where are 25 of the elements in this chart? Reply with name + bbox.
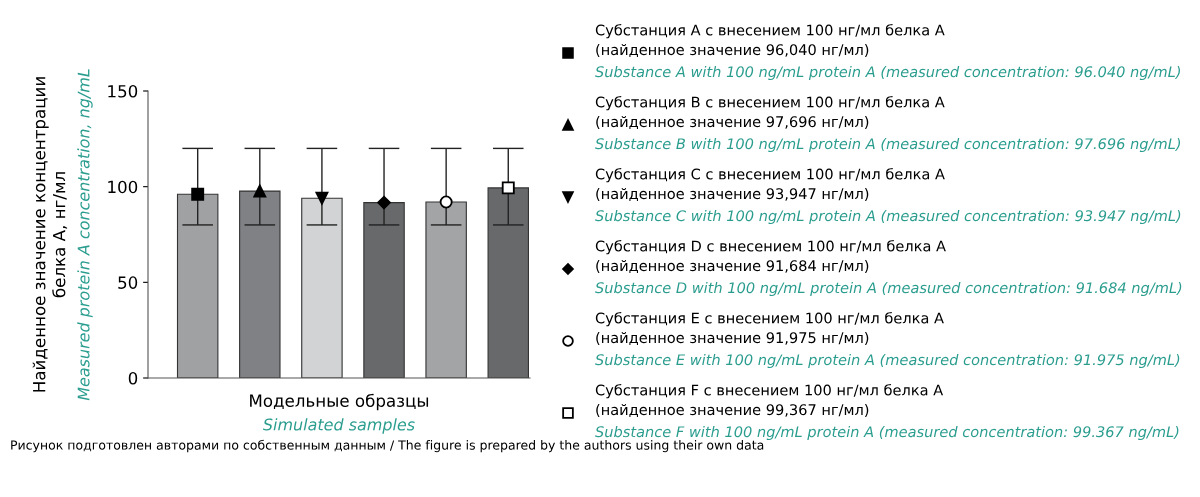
- point: [439, 195, 453, 209]
- legend-label: Субстанция C с внесением 100 нг/мл белка A (найденное значение 93,947 нг/мл) Substance C with 100 ng/mL protein A (measured concentration: 93.947 ng/mL): [595, 168, 1181, 225]
- text: Рисунок подготовлен авторами по собственным данным / The figure is prepared by the authors using their own data: [11, 439, 764, 453]
- point: [377, 195, 391, 210]
- point: [501, 181, 515, 195]
- point: [315, 191, 329, 205]
- point: [253, 184, 267, 198]
- y-tick-label: 0: [128, 371, 138, 385]
- bar: [363, 202, 405, 378]
- point: [191, 187, 205, 201]
- bar: [239, 190, 281, 378]
- legend-label: Субстанция E с внесением 100 нг/мл белка A (найденное значение 91,975 нг/мл) Substance E with 100 ng/mL protein A (measured concentration: 91.975 ng/mL): [595, 312, 1180, 369]
- legend-label: Субстанция D с внесением 100 нг/мл белка A (найденное значение 91,684 нг/мл) Substance D with 100 ng/mL protein A (measured concentration: 91.684 ng/mL): [595, 240, 1182, 297]
- bar: [176, 193, 219, 378]
- legend-label: Субстанция A с внесением 100 нг/мл белка A (найденное значение 96,040 нг/мл) Substance A with 100 ng/mL protein A (measured concentration: 96.040 ng/mL): [595, 24, 1180, 81]
- bar: [487, 187, 530, 378]
- legend-label: Субстанция B с внесением 100 нг/мл белка A (найденное значение 97,696 нг/мл) Substance B with 100 ng/mL protein A (measured concentration: 97.696 ng/mL): [595, 96, 1181, 153]
- x-axis-title: Модельные образцы Simulated samples: [250, 393, 429, 434]
- bar: [301, 197, 343, 378]
- y-tick-label: 50: [118, 276, 138, 289]
- y-tick-label: 100: [108, 180, 138, 194]
- bar: [425, 201, 467, 378]
- y-axis-title: Найденное значение концентрации белка А, нг/мл Measured protein A concentration, ng/mL: [32, 69, 93, 401]
- legend-label: Субстанция F с внесением 100 нг/мл белка A (найденное значение 99,367 нг/мл) Substance F with 100 ng/mL protein A (measured concentration: 99.367 ng/mL): [595, 384, 1179, 441]
- y-tick-label: 150: [108, 84, 138, 98]
